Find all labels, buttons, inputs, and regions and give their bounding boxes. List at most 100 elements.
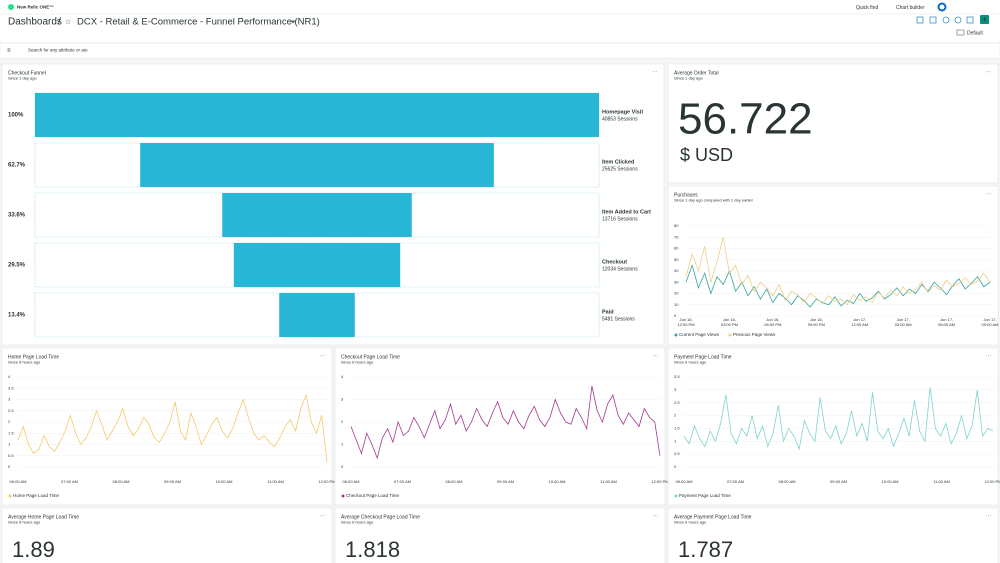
x-tick-label: 12:00 PM — [984, 479, 1000, 484]
x-tick-label: 06:00 AM — [676, 479, 693, 484]
x-tick-label: Jun 17, — [983, 317, 996, 322]
quick-find[interactable]: Quick find — [856, 5, 878, 11]
legend-swatch — [728, 333, 732, 337]
billboard-unit: $ USD — [680, 145, 733, 165]
avatar-inner — [939, 4, 945, 10]
funnel-bar — [222, 193, 412, 237]
funnel-sessions: 40853 Sessions — [602, 116, 638, 122]
x-tick-label: Jun 17, — [853, 317, 866, 322]
widget-panel — [1, 347, 333, 506]
widget-subtitle: Since 1 day ago — [8, 76, 37, 81]
y-tick-label: 2 — [674, 413, 677, 418]
funnel-step-name: Checkout — [602, 259, 627, 265]
x-tick-label: Jun 16, — [810, 317, 823, 322]
chart-builder[interactable]: Chart builder — [896, 5, 925, 11]
billboard-value: 1.818 — [345, 537, 400, 562]
x-tick-label: 08:00 AM — [113, 479, 130, 484]
y-tick-label: 2.5 — [8, 408, 14, 413]
legend-label: Payment Page Load Time — [679, 493, 731, 498]
widget-menu[interactable]: ··· — [320, 513, 325, 519]
y-tick-label: 0 — [674, 313, 677, 318]
x-tick-label: 06:00 AM — [343, 479, 360, 484]
legend-swatch — [674, 333, 678, 337]
x-tick-label: 08:00 AM — [779, 479, 796, 484]
widget-menu[interactable]: ··· — [653, 513, 658, 519]
funnel-percent: 13.4% — [8, 313, 26, 319]
star-icon[interactable]: ☆ — [65, 18, 71, 26]
funnel-sessions: 13716 Sessions — [602, 216, 638, 222]
y-tick-label: 1 — [341, 442, 344, 447]
view-selector[interactable]: Default — [967, 30, 983, 36]
x-tick-label: 12:00 AM — [851, 322, 868, 327]
widget-menu[interactable]: ··· — [652, 69, 657, 75]
widget-panel — [334, 507, 666, 563]
dashboard-title: DCX - Retail & E-Commerce - Funnel Perfo… — [77, 17, 320, 28]
x-tick-label: 08:00 AM — [446, 479, 463, 484]
x-tick-label: 07:00 AM — [61, 479, 78, 484]
funnel-step-name: Item Clicked — [602, 159, 634, 165]
widget-panel — [667, 63, 999, 184]
y-tick-label: 1 — [674, 438, 677, 443]
widget-title: Checkout Page Load Time — [341, 354, 400, 360]
widget-menu[interactable]: ··· — [986, 191, 991, 197]
add-widget[interactable] — [980, 15, 989, 24]
widget-menu[interactable]: ··· — [986, 513, 991, 519]
icon-edit[interactable] — [929, 16, 937, 24]
x-tick-label: Jun 16, — [679, 317, 692, 322]
y-tick-label: 70 — [674, 234, 679, 239]
funnel-percent: 62.7% — [8, 163, 26, 169]
icon-fullscreen[interactable] — [966, 16, 974, 24]
legend-swatch — [8, 494, 12, 498]
title-dropdown[interactable] — [290, 20, 296, 24]
x-tick-label: 06:00 AM — [10, 479, 27, 484]
x-tick-label: 10:00 AM — [882, 479, 899, 484]
y-tick-label: 0.5 — [674, 451, 680, 456]
icon-export[interactable] — [916, 16, 924, 24]
breadcrumb-separator: / — [58, 17, 61, 28]
filter-placeholder[interactable]: Search for any attribute or ato — [28, 48, 88, 53]
funnel-step-name: Paid — [602, 309, 614, 315]
y-tick-label: 2 — [341, 419, 344, 424]
y-tick-label: 30 — [674, 279, 679, 284]
x-tick-label: 09:00 AM — [497, 479, 514, 484]
x-tick-label: Jun 17, — [940, 317, 953, 322]
x-tick-label: 03:00 PM — [721, 322, 738, 327]
widget-panel — [667, 347, 999, 506]
filter-bar[interactable] — [0, 42, 1000, 59]
x-tick-label: 09:00 AM — [164, 479, 181, 484]
filter-icon[interactable]: ≡ — [7, 48, 11, 54]
logo: New Relic ONE™ — [17, 5, 54, 10]
widget-menu[interactable]: ··· — [653, 353, 658, 359]
widget-subtitle: Since 6 hours ago — [341, 360, 374, 365]
funnel-percent: 100% — [8, 113, 24, 119]
x-tick-label: 07:00 AM — [727, 479, 744, 484]
y-tick-label: 3 — [8, 397, 11, 402]
widget-title: Payment Page Load Time — [674, 354, 732, 360]
widget-menu[interactable]: ··· — [986, 353, 991, 359]
logo-icon — [8, 4, 14, 10]
y-tick-label: 1 — [8, 442, 11, 447]
series-line — [17, 393, 328, 463]
breadcrumb[interactable]: Dashboards — [8, 17, 62, 28]
y-tick-label: 0 — [674, 464, 677, 469]
icon-settings[interactable] — [942, 16, 950, 24]
widget-menu[interactable]: ··· — [320, 353, 325, 359]
widget-panel — [1, 507, 333, 563]
y-tick-label: 3.5 — [674, 374, 680, 379]
widget-subtitle: Since 1 day ago — [674, 76, 703, 81]
y-tick-label: 1.5 — [8, 430, 14, 435]
funnel-sessions: 12034 Sessions — [602, 266, 638, 272]
billboard-value: 56.722 — [678, 95, 813, 144]
legend-label: Current Page Views — [679, 332, 720, 337]
legend-swatch — [341, 494, 345, 498]
y-tick-label: 0.5 — [8, 453, 14, 458]
x-tick-label: 10:00 AM — [549, 479, 566, 484]
widget-menu[interactable]: ··· — [986, 69, 991, 75]
widget-title: Average Payment Page Load Time — [674, 514, 752, 520]
funnel-step-name: Homepage Visit — [602, 109, 643, 115]
x-tick-label: 06:00 PM — [764, 322, 781, 327]
icon-theme[interactable] — [954, 16, 962, 24]
header-bg — [0, 0, 1000, 42]
